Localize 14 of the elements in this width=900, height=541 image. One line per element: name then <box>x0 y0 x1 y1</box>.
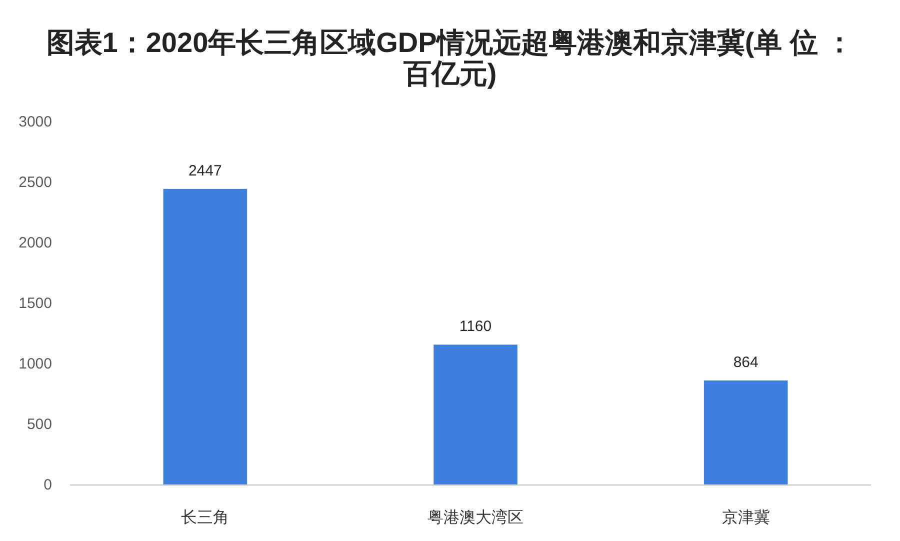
x-tick-label: 粤港澳大湾区 <box>428 508 524 526</box>
y-tick-label: 2000 <box>18 234 52 252</box>
data-label: 2447 <box>188 162 222 180</box>
x-tick-label: 京津冀 <box>722 508 770 526</box>
y-tick-label: 500 <box>26 416 52 433</box>
y-tick-label: 1500 <box>18 295 52 312</box>
y-tick-label: 2500 <box>18 174 52 191</box>
y-tick-label: 0 <box>44 476 52 494</box>
y-tick-label: 1000 <box>18 356 52 372</box>
data-label: 1160 <box>459 318 492 336</box>
x-tick-label: 长三角 <box>181 508 230 526</box>
chart-title: 图表1：2020年长三角区域GDP情况远超粤港澳和京津冀(单 位 ：百亿元) <box>45 27 855 89</box>
data-label: 864 <box>733 354 758 371</box>
y-tick-label: 3000 <box>18 114 52 130</box>
